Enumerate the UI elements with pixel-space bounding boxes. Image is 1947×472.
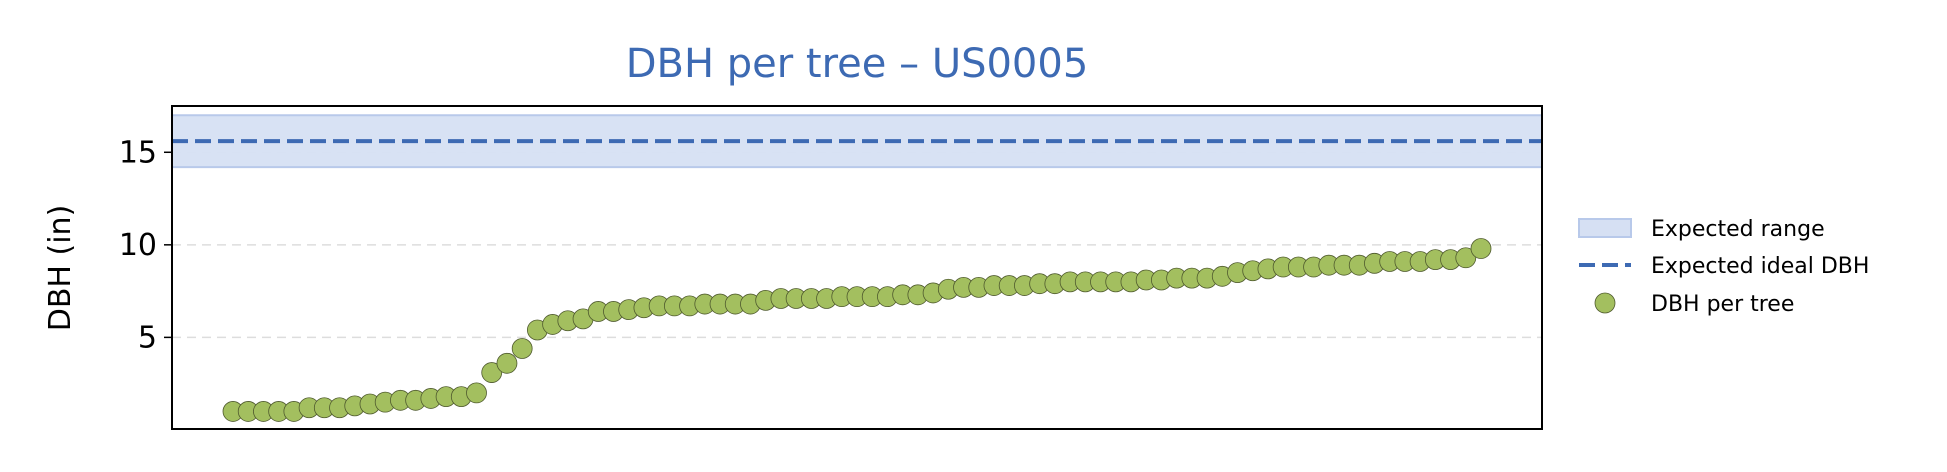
legend-label-expected-range: Expected range — [1651, 217, 1825, 242]
data-point-18 — [481, 362, 503, 383]
legend-swatch-dbh-per-tree — [1594, 292, 1616, 314]
y-tick-label-15: 15 — [119, 135, 157, 170]
chart-title: DBH per tree – US0005 — [626, 41, 1089, 87]
y-tick-label-5: 5 — [138, 320, 157, 355]
legend-swatch-expected-range — [1578, 218, 1632, 238]
legend: Expected range Expected ideal DBH DBH pe… — [1578, 217, 1869, 317]
data-point-83 — [1470, 238, 1492, 259]
y-axis-label: DBH (in) — [43, 205, 78, 332]
legend-label-expected-ideal: Expected ideal DBH — [1651, 254, 1869, 279]
data-point-20 — [511, 338, 533, 359]
y-tick-label-10: 10 — [119, 228, 157, 263]
data-point-17 — [466, 382, 487, 404]
y-axis-ticks: 5 10 15 — [119, 135, 172, 355]
data-point-19 — [496, 352, 518, 374]
legend-label-dbh-per-tree: DBH per tree — [1651, 292, 1794, 317]
plot-area — [172, 114, 1542, 422]
data-point-82 — [1455, 247, 1477, 269]
plot-frame — [171, 105, 1543, 430]
